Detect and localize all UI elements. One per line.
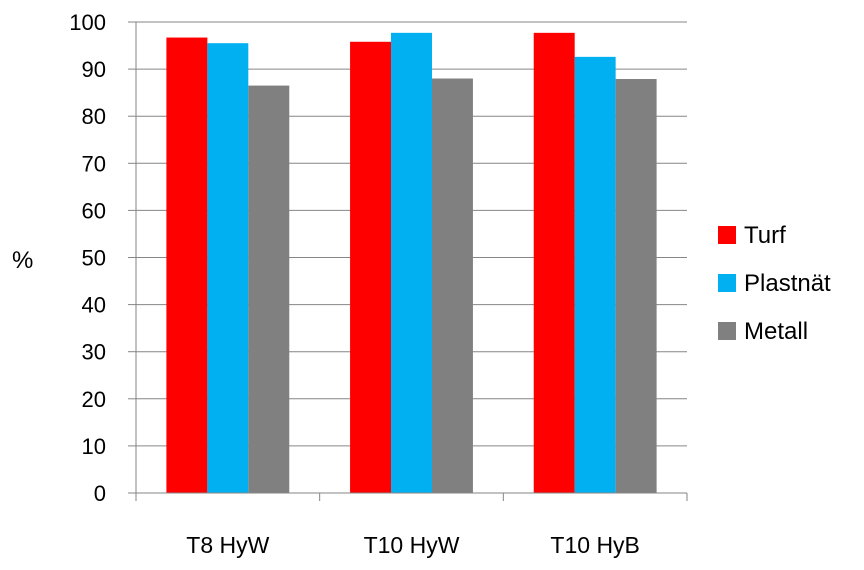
y-tick-labels: 0 10 20 30 40 50 60 70 80 90 100 bbox=[69, 10, 106, 506]
bar-metall-2 bbox=[431, 78, 473, 494]
legend-swatch bbox=[718, 322, 736, 340]
y-tick-label: 40 bbox=[82, 293, 106, 318]
axes bbox=[128, 21, 688, 501]
bar-plastn-t-2 bbox=[391, 32, 432, 493]
x-tick-label: T10 HyB bbox=[550, 532, 639, 558]
bar-plastn-t-1 bbox=[207, 43, 249, 493]
bar-plastn-t-3 bbox=[574, 56, 616, 493]
y-tick-label: 0 bbox=[94, 481, 106, 506]
x-tick-label: T8 HyW bbox=[186, 532, 269, 558]
legend: Turf Plastnät Metall bbox=[718, 222, 831, 345]
legend-swatch bbox=[718, 226, 736, 244]
y-tick-label: 10 bbox=[82, 434, 106, 459]
y-tick-label: 30 bbox=[82, 340, 106, 365]
legend-label: Turf bbox=[744, 222, 786, 249]
bar-metall-1 bbox=[248, 85, 290, 494]
bar-metall-3 bbox=[615, 78, 657, 493]
bars bbox=[166, 32, 657, 494]
y-tick-label: 90 bbox=[82, 57, 106, 82]
legend-swatch bbox=[718, 274, 736, 292]
y-tick-label: 80 bbox=[82, 104, 106, 129]
x-tick-labels: T8 HyW T10 HyW T10 HyB bbox=[186, 532, 640, 558]
x-tick-label: T10 HyW bbox=[364, 532, 460, 558]
y-tick-label: 20 bbox=[82, 387, 106, 412]
y-axis-label: % bbox=[12, 247, 33, 274]
legend-label: Metall bbox=[744, 318, 808, 345]
bar-turf-1 bbox=[166, 37, 208, 493]
legend-label: Plastnät bbox=[744, 270, 831, 297]
y-tick-label: 60 bbox=[82, 198, 106, 223]
y-tick-label: 100 bbox=[69, 10, 106, 35]
bar-turf-2 bbox=[350, 41, 392, 493]
y-tick-label: 70 bbox=[82, 151, 106, 176]
bar-turf-3 bbox=[533, 32, 575, 493]
y-tick-label: 50 bbox=[82, 246, 106, 271]
